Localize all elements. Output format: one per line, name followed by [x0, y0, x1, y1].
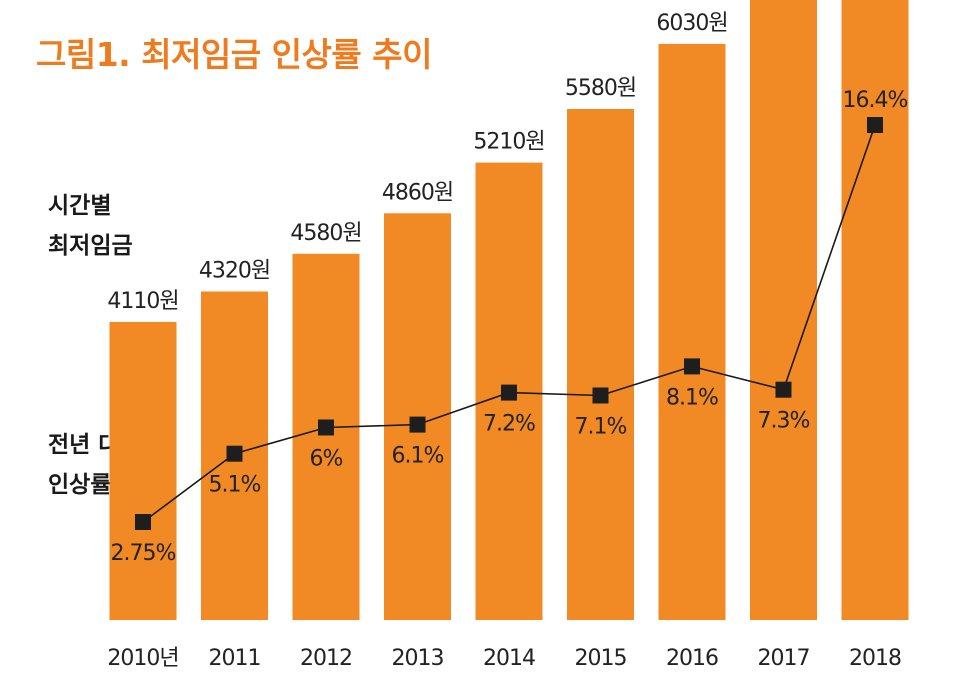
rate-value-label: 5.1% — [209, 473, 261, 498]
bar-series — [109, 0, 909, 621]
wage-bar — [841, 0, 909, 620]
x-tick-label: 2012 — [300, 646, 352, 671]
rate-label-line-2: 인상률 — [48, 472, 112, 498]
rate-value-label: 8.1% — [666, 385, 718, 410]
rate-value-label: 6% — [310, 447, 343, 472]
wage-value-label: 4110원 — [107, 289, 178, 314]
wage-bar — [109, 321, 177, 620]
rate-value-labels: 2.75% 5.1% 6% 6.1% 7.2% 7.1% 8.1% 7.3% 16.4% — [111, 88, 909, 566]
x-tick-label: 2010년 — [107, 646, 178, 671]
wage-bar — [292, 253, 360, 621]
bar-value-labels: 4110원4320원4580원4860원5210원5580원6030원6470원… — [107, 11, 728, 314]
wage-value-label: 4320원 — [199, 259, 270, 284]
rate-value-label: 7.1% — [575, 415, 627, 440]
rate-value-label: 16.4% — [843, 88, 908, 113]
rate-marker — [409, 416, 426, 433]
wage-value-label: 4580원 — [290, 221, 361, 246]
rate-value-label: 7.3% — [758, 409, 810, 434]
x-tick-label: 2011 — [209, 646, 261, 671]
x-tick-label: 2014 — [483, 646, 535, 671]
x-tick-label: 2017 — [758, 646, 810, 671]
rate-marker — [226, 445, 243, 462]
rate-value-label: 2.75% — [111, 541, 176, 566]
chart-title: 그림1. 최저임금 인상률 추이 — [36, 35, 432, 74]
rate-value-label: 7.2% — [483, 412, 535, 437]
x-tick-label: 2016 — [666, 646, 718, 671]
rate-marker — [592, 387, 609, 404]
rate-marker — [135, 514, 151, 530]
rate-marker — [775, 381, 792, 398]
wage-value-label: 5580원 — [565, 76, 636, 101]
x-tick-label: 2018 — [849, 646, 901, 671]
wage-value-label: 4860원 — [382, 180, 453, 205]
wage-axis-label: 시간별 최저임금 — [48, 186, 133, 266]
rate-marker — [867, 117, 883, 133]
rate-marker — [684, 358, 700, 375]
wage-bar — [567, 109, 634, 620]
wage-bar — [658, 43, 726, 620]
wage-label-line-2: 최저임금 — [48, 233, 133, 259]
wage-value-label: 5210원 — [473, 130, 544, 155]
rate-markers — [135, 117, 883, 530]
x-tick-label: 2013 — [392, 646, 444, 671]
x-axis-tick-labels: 2010년 2011 2012 2013 2014 2015 2016 2017 2018 — [107, 646, 902, 671]
wage-bar — [750, 0, 817, 621]
rate-marker — [501, 384, 517, 401]
wage-value-label: 6030원 — [656, 11, 727, 36]
rate-marker — [318, 419, 334, 436]
wage-label-line-1: 시간별 — [48, 193, 112, 219]
rate-value-label: 6.1% — [392, 444, 444, 469]
x-tick-label: 2015 — [575, 646, 627, 671]
